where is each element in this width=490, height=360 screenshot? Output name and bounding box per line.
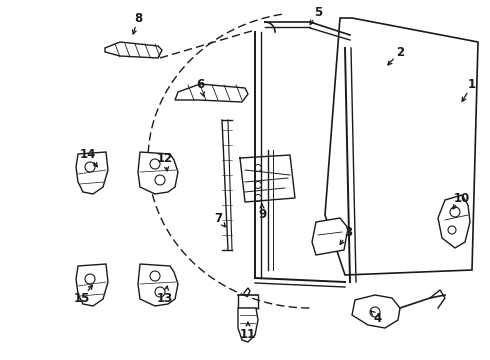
Polygon shape [175,84,248,102]
Polygon shape [438,195,470,248]
Polygon shape [138,152,178,194]
Text: 5: 5 [314,5,322,18]
Polygon shape [105,42,162,58]
Polygon shape [138,264,178,306]
Text: 11: 11 [240,328,256,342]
Text: 12: 12 [157,152,173,165]
Text: 2: 2 [396,45,404,58]
Polygon shape [312,218,348,255]
Polygon shape [325,18,478,275]
Text: 3: 3 [344,225,352,238]
Polygon shape [76,264,108,306]
Text: 7: 7 [214,211,222,225]
Text: 9: 9 [258,208,266,221]
Text: 15: 15 [74,292,90,305]
Text: 10: 10 [454,192,470,204]
Polygon shape [238,308,258,342]
Text: 6: 6 [196,78,204,91]
Text: 13: 13 [157,292,173,305]
Polygon shape [352,295,400,328]
Text: 14: 14 [80,148,96,162]
Text: 1: 1 [468,78,476,91]
Text: 4: 4 [374,311,382,324]
Polygon shape [76,152,108,194]
Text: 8: 8 [134,12,142,24]
